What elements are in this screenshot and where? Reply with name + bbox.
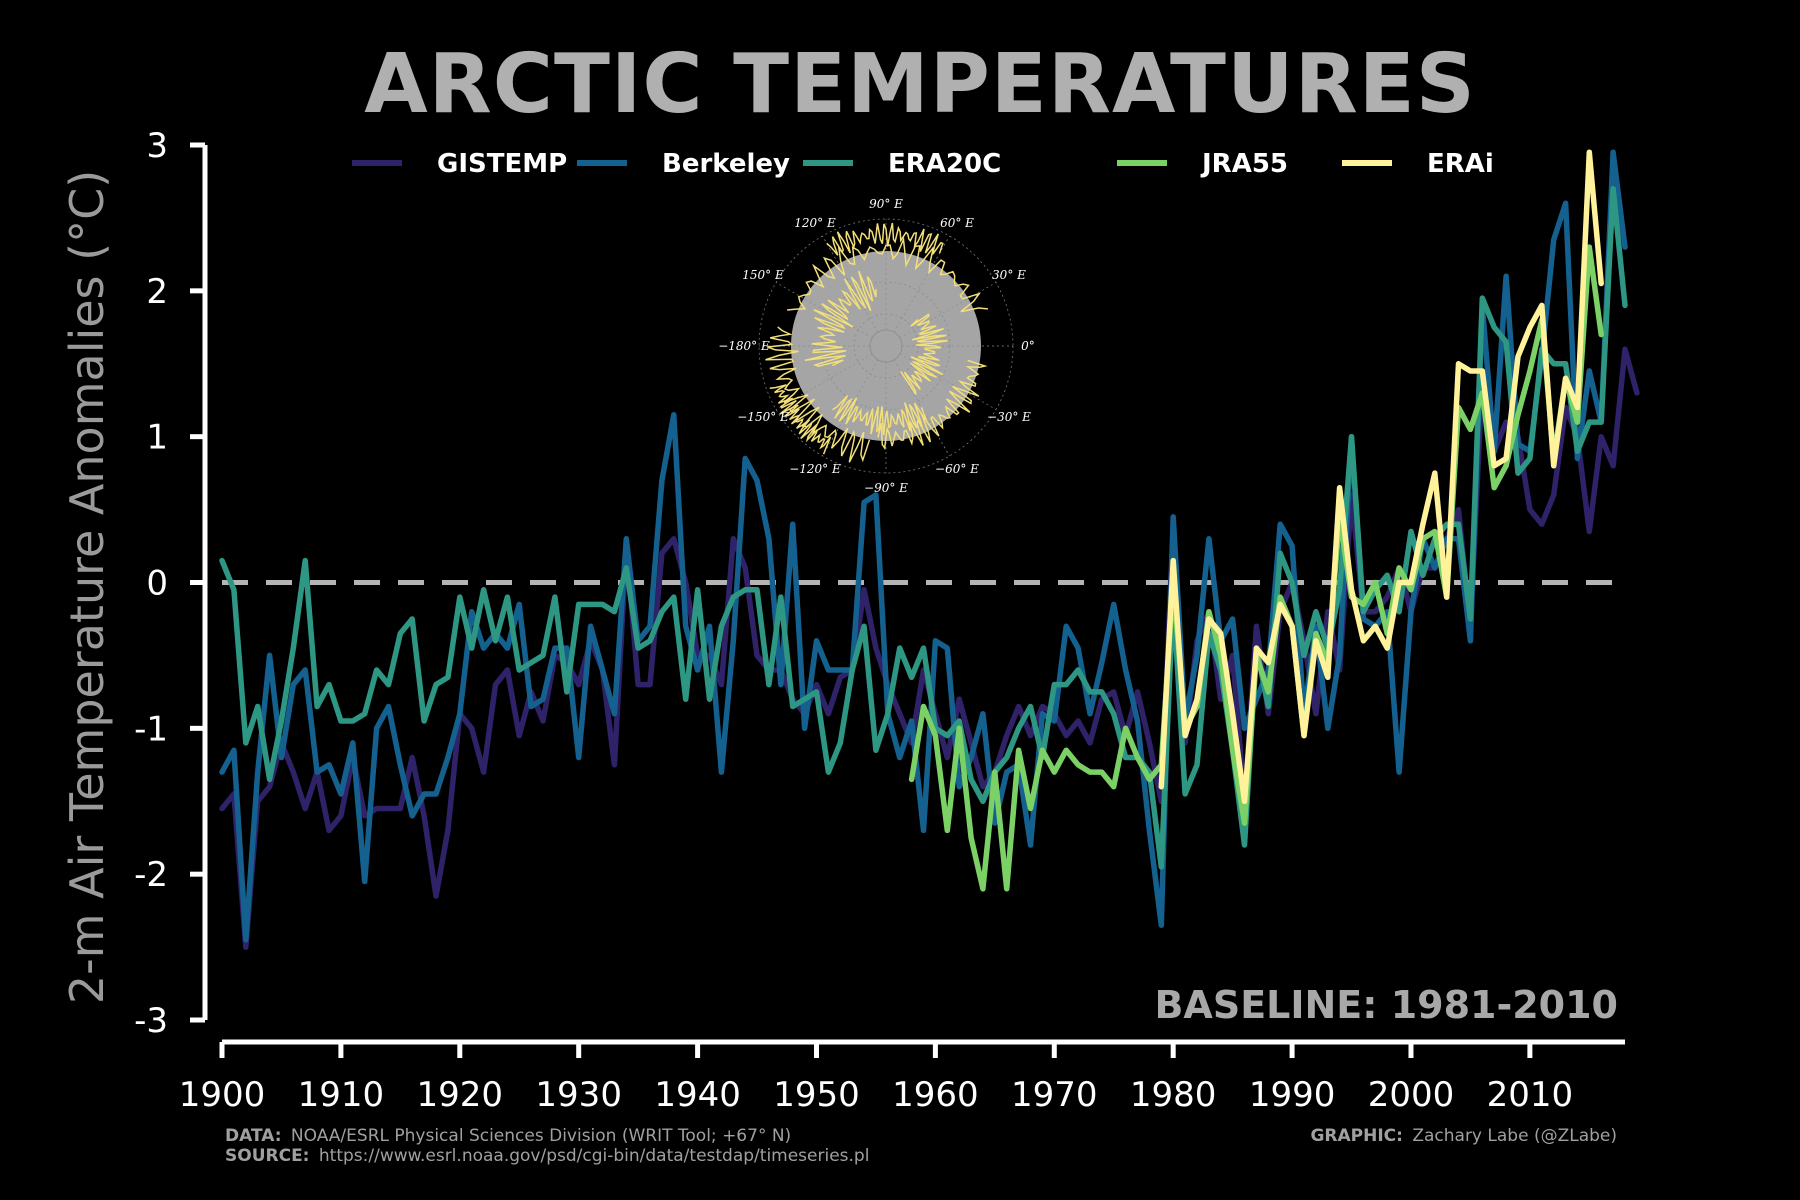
x-tick-label: 1960 (892, 1075, 979, 1115)
x-tick-label: 1940 (654, 1075, 741, 1115)
map-coastline (787, 236, 988, 313)
map-longitude-label: 120° E (794, 216, 836, 230)
legend-label-erai: ERAi (1427, 149, 1494, 179)
legend-label-gistemp: GISTEMP (437, 149, 567, 179)
map-longitude-label: −180° E (718, 339, 770, 353)
source-credit-key: SOURCE: (225, 1146, 309, 1166)
chart-title: ARCTIC TEMPERATURES (364, 37, 1476, 132)
map-coastline (826, 222, 944, 256)
x-tick-label: 2010 (1487, 1075, 1574, 1115)
series-line-berkeley (219, 149, 1628, 943)
y-tick-label: -3 (134, 1001, 168, 1041)
y-tick-label: 0 (146, 564, 168, 604)
x-tick-label: 1920 (417, 1075, 504, 1115)
graphic-credit-key: GRAPHIC: (1310, 1126, 1403, 1146)
source-credit-text: https://www.esrl.noaa.gov/psd/cgi-bin/da… (319, 1146, 870, 1166)
y-axis-ticks: -3 -2 -1 0 1 2 3 (134, 126, 205, 1041)
map-coastline (765, 326, 871, 463)
y-tick-label: -1 (134, 709, 168, 749)
map-coastline (769, 384, 832, 455)
map-coastline (832, 395, 928, 435)
map-longitude-label: 60° E (940, 216, 974, 230)
series-line-erai (1158, 149, 1604, 805)
map-meridian (899, 353, 997, 410)
series-line-era20c (219, 185, 1628, 870)
map-longitude-label: −60° E (935, 462, 979, 476)
map-coastlines (765, 222, 988, 463)
x-tick-label: 1980 (1130, 1075, 1217, 1115)
map-grid-ring (821, 281, 951, 411)
map-longitude-labels: 90° E 60° E 30° E 0° −30° E −60° E −90° E −120°… (718, 197, 1035, 495)
x-axis-ticks: 1900 1910 1920 1930 1940 1950 1960 1970 1980 1990… (179, 1042, 1573, 1115)
map-longitude-label: −150° E (737, 410, 789, 424)
legend-label-berkeley: Berkeley (662, 149, 790, 179)
map-meridian (899, 282, 997, 339)
map-meridian (775, 353, 873, 410)
x-tick-label: 2000 (1368, 1075, 1455, 1115)
y-axis-label: 2-m Air Temperature Anomalies (°C) (60, 170, 114, 1004)
arctic-polar-map-icon: 90° E 60° E 30° E 0° −30° E −60° E −90° E −120°… (718, 197, 1035, 495)
map-meridian (775, 282, 873, 339)
map-longitude-label: 150° E (742, 268, 784, 282)
map-meridian (893, 235, 950, 333)
map-longitude-label: −30° E (987, 410, 1031, 424)
series-lines (219, 149, 1640, 950)
graphic-credit: GRAPHIC: Zachary Labe (@ZLabe) (1310, 1126, 1617, 1146)
x-tick-label: 1930 (535, 1075, 622, 1115)
map-coastline (877, 359, 988, 451)
map-meridian (822, 235, 879, 333)
x-tick-label: 1900 (179, 1075, 266, 1115)
y-tick-label: -2 (134, 855, 168, 895)
map-coastline (804, 270, 877, 367)
y-tick-label: 2 (146, 272, 168, 312)
legend: GISTEMP Berkeley ERA20C JRA55 ERAi (352, 149, 1494, 179)
y-tick-label: 3 (146, 126, 168, 166)
baseline-annotation: BASELINE: 1981-2010 (1154, 983, 1618, 1027)
x-tick-label: 1970 (1011, 1075, 1098, 1115)
map-coastline (900, 313, 948, 395)
map-longitude-label: 0° (1021, 339, 1035, 353)
y-tick-label: 1 (146, 418, 168, 458)
x-tick-label: 1990 (1249, 1075, 1336, 1115)
x-tick-label: 1910 (298, 1075, 385, 1115)
source-credit: SOURCE: https://www.esrl.noaa.gov/psd/cg… (225, 1146, 869, 1166)
series-line-jra55 (908, 244, 1604, 892)
data-credit: DATA: NOAA/ESRL Physical Sciences Divisi… (225, 1126, 791, 1146)
graphic-credit-text: Zachary Labe (@ZLabe) (1412, 1126, 1617, 1146)
data-credit-text: NOAA/ESRL Physical Sciences Division (WR… (291, 1126, 791, 1146)
map-longitude-label: −120° E (789, 462, 841, 476)
data-credit-key: DATA: (225, 1126, 282, 1146)
map-longitude-label: 30° E (992, 268, 1026, 282)
legend-label-era20c: ERA20C (888, 149, 1001, 179)
x-tick-label: 1950 (773, 1075, 860, 1115)
legend-label-jra55: JRA55 (1200, 149, 1288, 179)
map-longitude-label: −90° E (864, 481, 908, 495)
map-longitude-label: 90° E (869, 197, 903, 211)
